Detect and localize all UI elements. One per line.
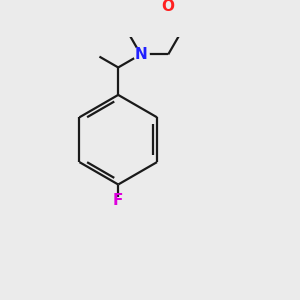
Text: O: O (162, 0, 175, 14)
Text: F: F (113, 193, 123, 208)
Text: N: N (134, 47, 147, 62)
